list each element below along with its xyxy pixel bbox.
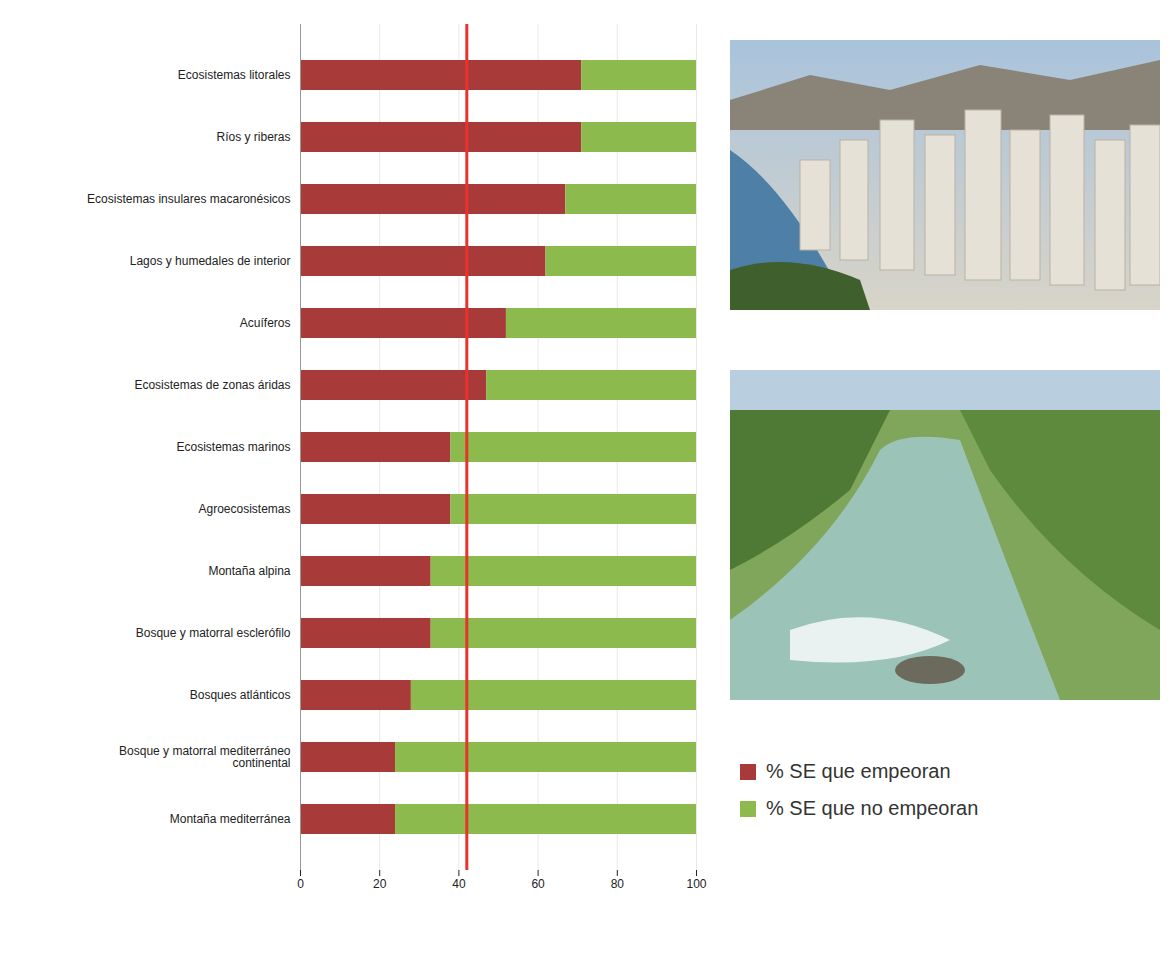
svg-text:Ecosistemas litorales: Ecosistemas litorales bbox=[178, 68, 291, 82]
svg-text:Lagos y humedales de interior: Lagos y humedales de interior bbox=[130, 254, 291, 268]
svg-text:100: 100 bbox=[686, 877, 706, 891]
svg-text:80: 80 bbox=[611, 877, 625, 891]
svg-text:Bosque y matorral esclerófilo: Bosque y matorral esclerófilo bbox=[136, 626, 291, 640]
svg-text:Montaña alpina: Montaña alpina bbox=[208, 564, 290, 578]
svg-text:60: 60 bbox=[531, 877, 545, 891]
svg-text:20: 20 bbox=[373, 877, 387, 891]
html-text:% SE que no empeoran: % SE que no empeoran bbox=[766, 797, 979, 819]
svg-text:Ríos y riberas: Ríos y riberas bbox=[216, 130, 290, 144]
svg-text:Ecosistemas marinos: Ecosistemas marinos bbox=[176, 440, 290, 454]
svg-text:40: 40 bbox=[452, 877, 466, 891]
svg-text:0: 0 bbox=[297, 877, 304, 891]
svg-text:Agroecosistemas: Agroecosistemas bbox=[198, 502, 290, 516]
svg-text:Ecosistemas insulares macaroné: Ecosistemas insulares macaronésicos bbox=[87, 192, 290, 206]
svg-text:Bosque y matorral mediterráneo: Bosque y matorral mediterráneocontinenta… bbox=[119, 744, 291, 770]
html-text:% SE que empeoran: % SE que empeoran bbox=[766, 760, 951, 782]
svg-text:Montaña mediterránea: Montaña mediterránea bbox=[170, 812, 291, 826]
svg-text:Bosques atlánticos: Bosques atlánticos bbox=[190, 688, 291, 702]
svg-text:Acuíferos: Acuíferos bbox=[240, 316, 291, 330]
svg-text:Ecosistemas de zonas áridas: Ecosistemas de zonas áridas bbox=[134, 378, 290, 392]
